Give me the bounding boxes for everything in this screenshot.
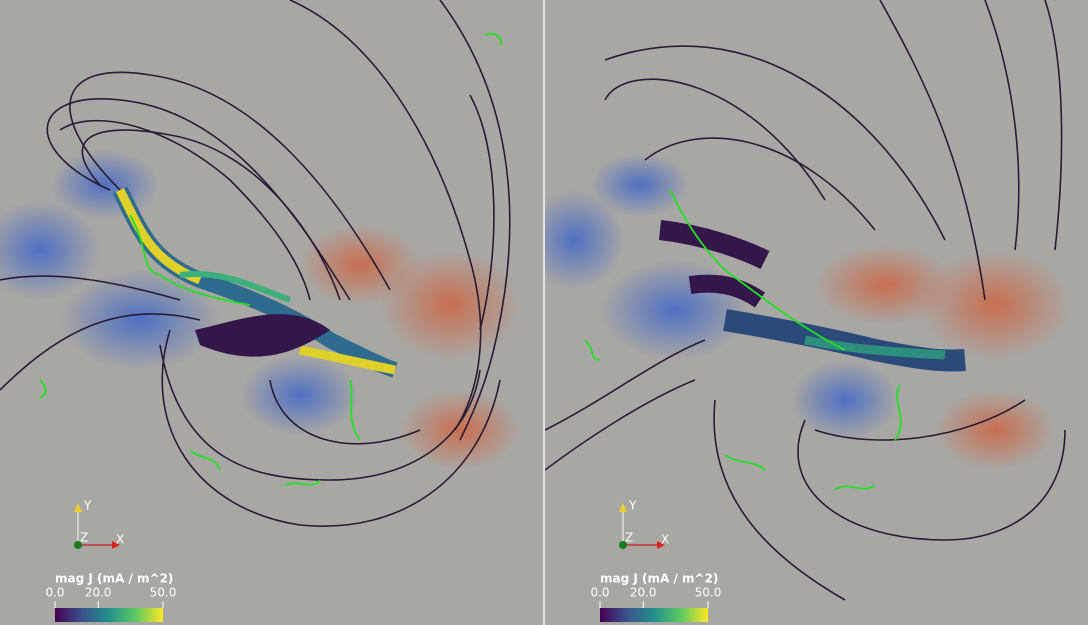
axis-label: X <box>661 533 669 547</box>
axis-label: Z <box>80 531 88 545</box>
colorbar-tick-label: 0.0 <box>45 586 64 600</box>
colorbar <box>600 608 708 622</box>
colorbar-tick-label: 20.0 <box>630 586 657 600</box>
colorbar-tick-label: 50.0 <box>695 586 722 600</box>
render-view: Y Z X mag J (mA / m^2)0.0 20.0 50.0 <box>0 0 543 625</box>
field-lines <box>0 0 511 527</box>
colorbar-tick-label: 20.0 <box>85 586 112 600</box>
axis-label: Y <box>83 499 92 513</box>
render-view: Y Z X mag J (mA / m^2)0.0 20.0 50.0 <box>545 0 1088 625</box>
polarity-contours <box>584 189 902 491</box>
magnetogram <box>0 150 520 470</box>
axis-label: Z <box>625 531 633 545</box>
axes-triad: Y Z X <box>74 499 124 549</box>
axis-label: Y <box>628 499 637 513</box>
field-lines <box>545 0 1066 601</box>
colorbar-title: mag J (mA / m^2) <box>600 572 718 586</box>
axes-triad: Y Z X <box>619 499 669 549</box>
flux-rope <box>112 186 398 378</box>
polarity-contours <box>39 32 503 486</box>
divider <box>543 0 545 625</box>
flux-rope <box>658 220 966 372</box>
colorbar <box>55 608 163 622</box>
colorbar-tick-label: 50.0 <box>150 586 177 600</box>
colorbar-tick-label: 0.0 <box>590 586 609 600</box>
axis-label: X <box>116 533 124 547</box>
colorbar-title: mag J (mA / m^2) <box>55 572 173 586</box>
